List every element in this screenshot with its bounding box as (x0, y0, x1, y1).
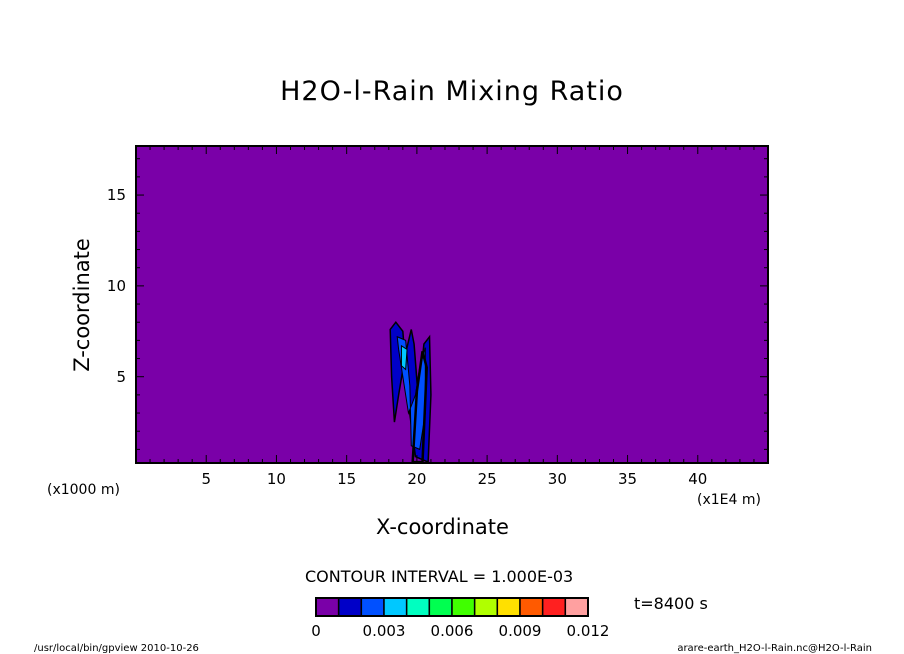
colorbar-tick-label: 0.012 (566, 622, 610, 640)
footer-left: /usr/local/bin/gpview 2010-10-26 (34, 643, 199, 654)
colorbar-tick-label: 0.009 (498, 622, 542, 640)
x-tick-label: 25 (477, 470, 497, 488)
x-tick-label: 35 (618, 470, 638, 488)
colorbar-swatch (519, 597, 544, 617)
colorbar-swatch (496, 597, 521, 617)
colorbar-swatch (405, 597, 431, 617)
x-unit-left: (x1000 m) (47, 482, 120, 498)
colorbar-swatch (541, 597, 567, 617)
x-tick-label: 10 (266, 470, 286, 488)
colorbar-frame (315, 597, 589, 617)
contour-interval: CONTOUR INTERVAL = 1.000E-03 (305, 567, 574, 586)
colorbar-swatch (564, 597, 589, 617)
y-tick-label: 5 (116, 367, 126, 386)
colorbar-tick-label: 0 (311, 622, 321, 640)
colorbar-tick-label: 0.006 (430, 622, 474, 640)
x-tick-label: 20 (407, 470, 427, 488)
colorbar-swatch (428, 597, 453, 617)
y-tick-label: 10 (106, 276, 126, 295)
colorbar-swatch (360, 597, 385, 617)
x-tick-label: 15 (337, 470, 357, 488)
x-unit-right: (x1E4 m) (697, 492, 761, 508)
y-tick-label: 15 (106, 186, 126, 205)
x-tick-label: 5 (201, 470, 211, 488)
colorbar-swatch (315, 597, 340, 617)
y-axis-label: Z-coordinate (70, 238, 94, 372)
colorbar-swatch (473, 597, 499, 617)
colorbar-tick-label: 0.003 (362, 622, 406, 640)
chart-title: H2O-l-Rain Mixing Ratio (280, 76, 624, 107)
colorbar-swatch (337, 597, 363, 617)
contour-level-3 (400, 344, 408, 371)
x-tick-label: 40 (688, 470, 708, 488)
colorbar-swatch (383, 597, 408, 617)
colorbar-swatch (451, 597, 476, 617)
time-label: t=8400 s (634, 594, 708, 613)
x-tick-label: 30 (547, 470, 567, 488)
background-fill (136, 146, 768, 463)
x-axis-label: X-coordinate (376, 515, 509, 539)
footer-right: arare-earth_H2O-l-Rain.nc@H2O-l-Rain (677, 643, 872, 654)
